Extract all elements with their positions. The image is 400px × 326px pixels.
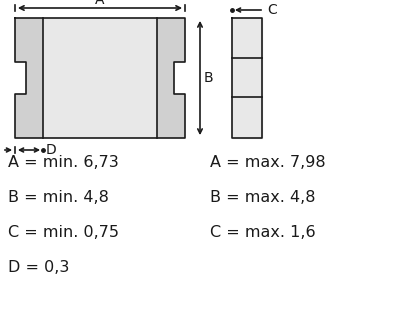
Text: C: C [267, 3, 277, 17]
Polygon shape [232, 18, 262, 138]
Text: B: B [204, 71, 214, 85]
Text: A = max. 7,98: A = max. 7,98 [210, 155, 326, 170]
Text: A: A [95, 0, 105, 7]
Polygon shape [15, 18, 43, 138]
Text: B = min. 4,8: B = min. 4,8 [8, 190, 109, 205]
Polygon shape [157, 18, 185, 138]
Text: D = 0,3: D = 0,3 [8, 260, 69, 275]
Text: C = max. 1,6: C = max. 1,6 [210, 225, 316, 240]
Polygon shape [15, 18, 185, 138]
Text: C = min. 0,75: C = min. 0,75 [8, 225, 119, 240]
Text: D: D [46, 143, 57, 157]
Text: B = max. 4,8: B = max. 4,8 [210, 190, 316, 205]
Text: A = min. 6,73: A = min. 6,73 [8, 155, 119, 170]
